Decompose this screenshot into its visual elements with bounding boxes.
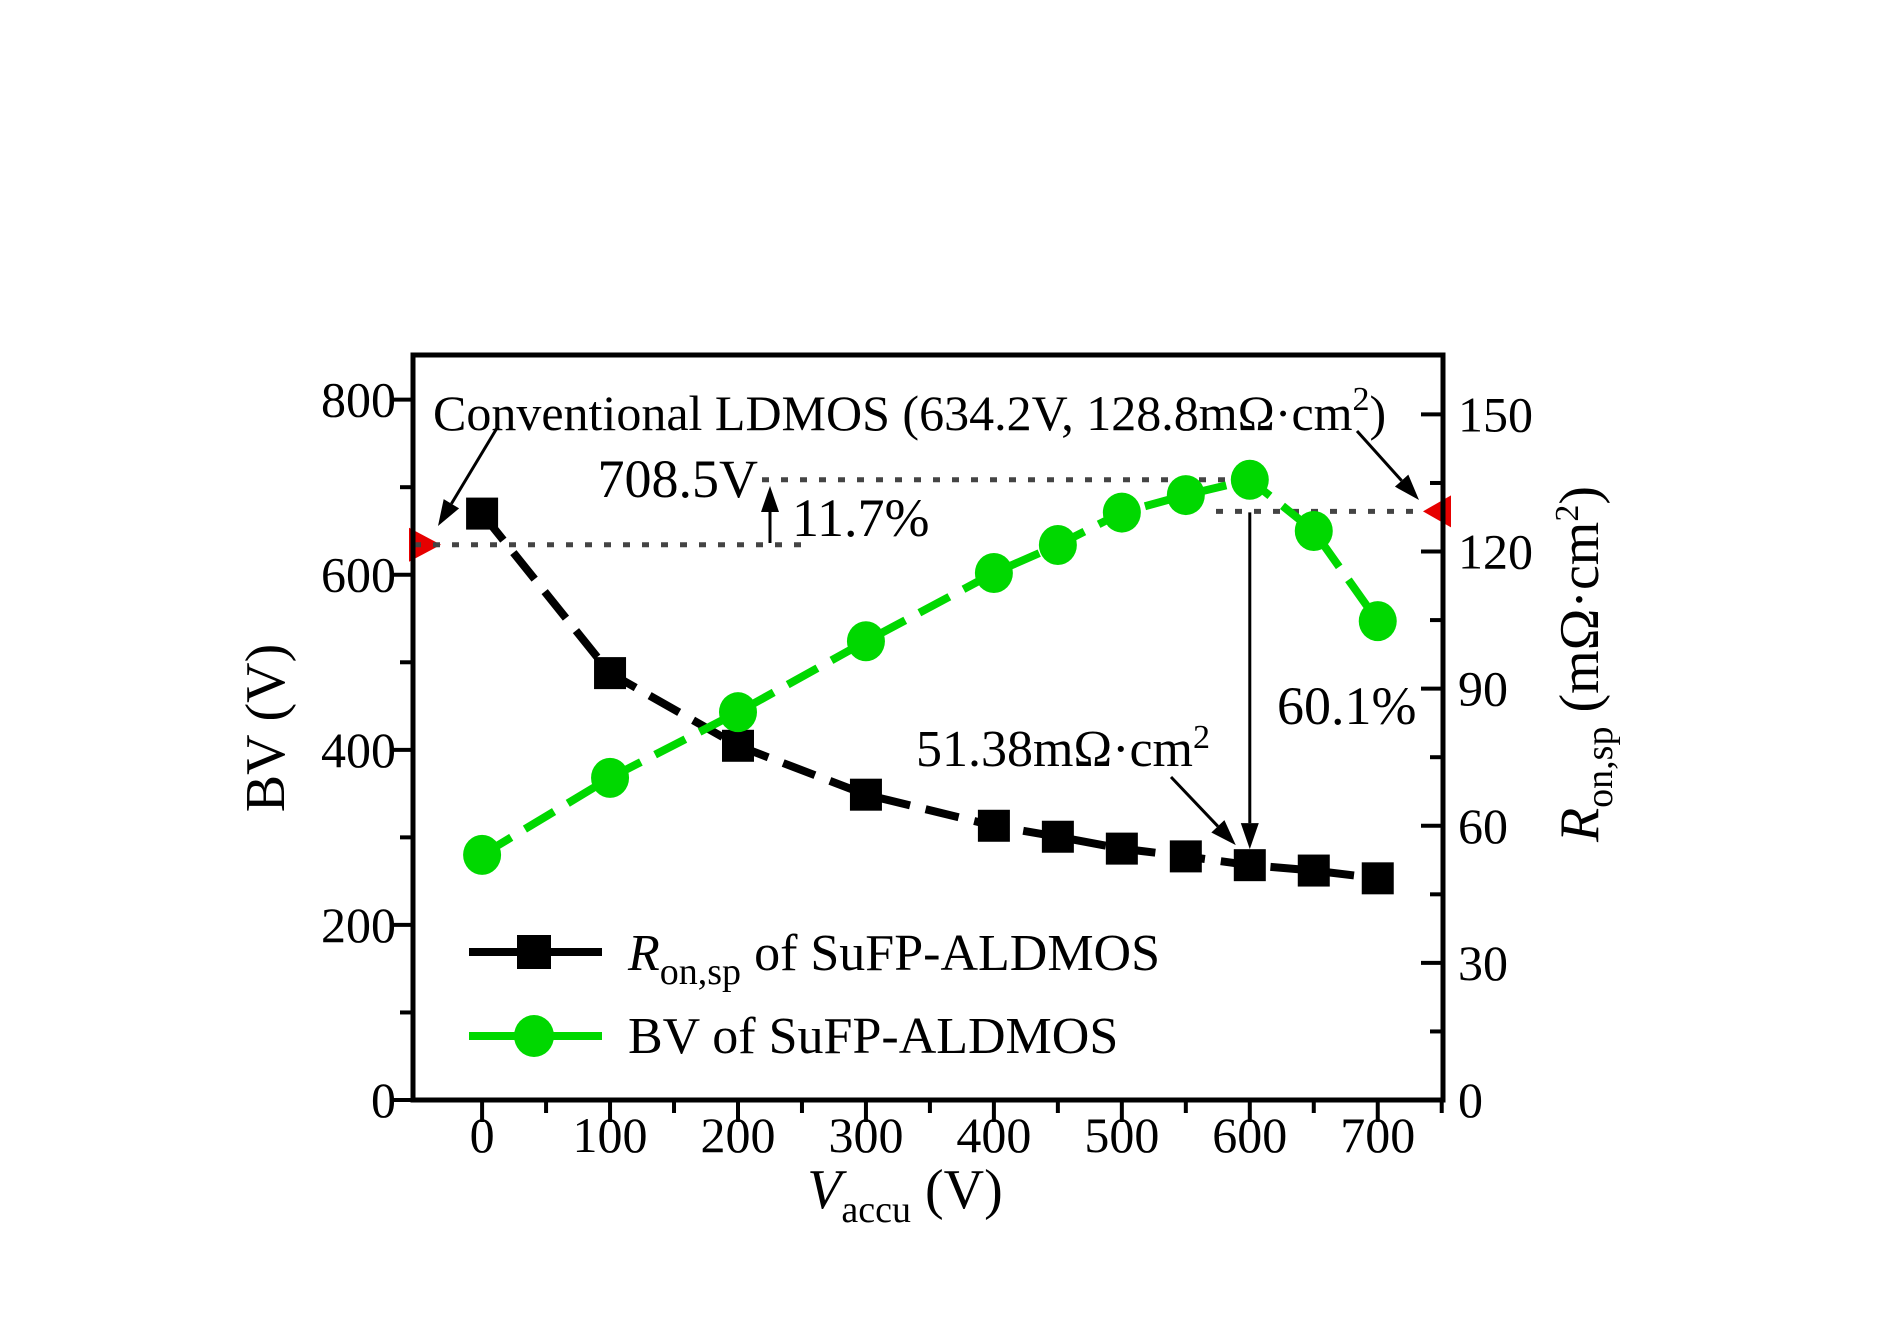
tick-label: 0 bbox=[371, 1072, 396, 1128]
tick-label: 0 bbox=[470, 1107, 495, 1163]
data-point-circle bbox=[718, 692, 757, 733]
reference-ron-triangle bbox=[1423, 495, 1451, 528]
data-point-circle bbox=[846, 621, 885, 662]
right-axis-label: Ron,sp (mΩ·cm2) bbox=[1549, 486, 1621, 843]
arrow-ron-drop-head bbox=[1240, 823, 1259, 850]
tick-label: 100 bbox=[573, 1107, 648, 1163]
tick-label: 500 bbox=[1084, 1107, 1159, 1163]
data-point-circle bbox=[1038, 524, 1077, 565]
legend-label-bv: BV of SuFP-ALDMOS bbox=[628, 1008, 1118, 1065]
data-point-square bbox=[466, 497, 499, 530]
data-point-square bbox=[977, 809, 1010, 842]
data-point-square bbox=[1169, 840, 1202, 873]
arrow-to-left-triangle-head bbox=[438, 499, 460, 526]
data-point-circle bbox=[1358, 601, 1397, 642]
ron-best-label: 51.38mΩ·cm2 bbox=[916, 719, 1210, 778]
tick-label: 200 bbox=[700, 1107, 775, 1163]
data-point-square bbox=[1361, 862, 1394, 895]
x-axis-label: Vaccu (V) bbox=[807, 1159, 1003, 1231]
svg-text:BV (V): BV (V) bbox=[235, 644, 297, 813]
tick-label: 90 bbox=[1458, 661, 1508, 717]
data-point-circle bbox=[591, 757, 630, 798]
data-point-circle bbox=[974, 552, 1013, 593]
arrow-to-right-triangle-line bbox=[1355, 429, 1403, 482]
tick-label: 700 bbox=[1340, 1107, 1415, 1163]
reference-annotation: Conventional LDMOS (634.2V, 128.8mΩ·cm2) bbox=[433, 381, 1386, 441]
data-point-circle bbox=[1294, 510, 1333, 551]
tick-label: 600 bbox=[321, 547, 396, 603]
data-point-circle bbox=[1102, 492, 1141, 533]
axis-tick-labels: 0 100 200 300 400 500 600 700 0 200 400 600 800 0 30 60… bbox=[321, 372, 1533, 1163]
tick-label: 60 bbox=[1458, 798, 1508, 854]
tick-label: 0 bbox=[1458, 1072, 1483, 1128]
data-point-circle bbox=[1230, 459, 1269, 500]
arrow-ron-best-line bbox=[1169, 775, 1219, 828]
data-point-square bbox=[849, 778, 882, 811]
plot-border bbox=[410, 352, 1446, 1103]
bv-peak-label: 708.5V bbox=[598, 449, 759, 509]
tick-label: 200 bbox=[321, 897, 396, 953]
data-point-circle bbox=[463, 834, 502, 875]
data-point-square bbox=[721, 729, 754, 762]
data-point-square bbox=[1233, 849, 1266, 882]
arrow-ron-best-head bbox=[1211, 820, 1236, 846]
arrow-to-left-triangle-line bbox=[450, 427, 499, 505]
square-series-line bbox=[478, 511, 1379, 883]
tick-label: 150 bbox=[1458, 386, 1533, 442]
arrow-bv-gain-head bbox=[761, 486, 779, 512]
bv-improvement-label: 11.7% bbox=[792, 488, 929, 548]
svg-text:Ron,sp (mΩ·cm2): Ron,sp (mΩ·cm2) bbox=[1549, 486, 1621, 843]
data-point-square bbox=[594, 657, 627, 690]
left-axis-label: BV (V) bbox=[235, 644, 297, 813]
tick-label: 120 bbox=[1458, 524, 1533, 580]
data-point-square bbox=[1297, 854, 1330, 887]
reference-bv-triangle bbox=[409, 527, 441, 562]
legend-label-ron: Ron,sp of SuFP-ALDMOS bbox=[627, 925, 1160, 993]
tick-label: 30 bbox=[1458, 935, 1508, 991]
legend-circle-marker bbox=[514, 1015, 554, 1057]
tick-label: 600 bbox=[1212, 1107, 1287, 1163]
data-series bbox=[463, 459, 1397, 895]
arrow-to-right-triangle-head bbox=[1394, 474, 1419, 500]
tick-label: 800 bbox=[321, 372, 396, 428]
annotation-geometry bbox=[409, 427, 1451, 850]
legend-square-marker bbox=[517, 935, 551, 969]
data-point-square bbox=[1105, 832, 1138, 865]
tick-label: 400 bbox=[956, 1107, 1031, 1163]
data-point-square bbox=[1041, 820, 1074, 853]
legend-markers bbox=[469, 935, 602, 1057]
tick-label: 400 bbox=[321, 722, 396, 778]
tick-label: 300 bbox=[828, 1107, 903, 1163]
data-point-circle bbox=[1166, 475, 1205, 516]
ron-reduction-label: 60.1% bbox=[1277, 676, 1416, 736]
